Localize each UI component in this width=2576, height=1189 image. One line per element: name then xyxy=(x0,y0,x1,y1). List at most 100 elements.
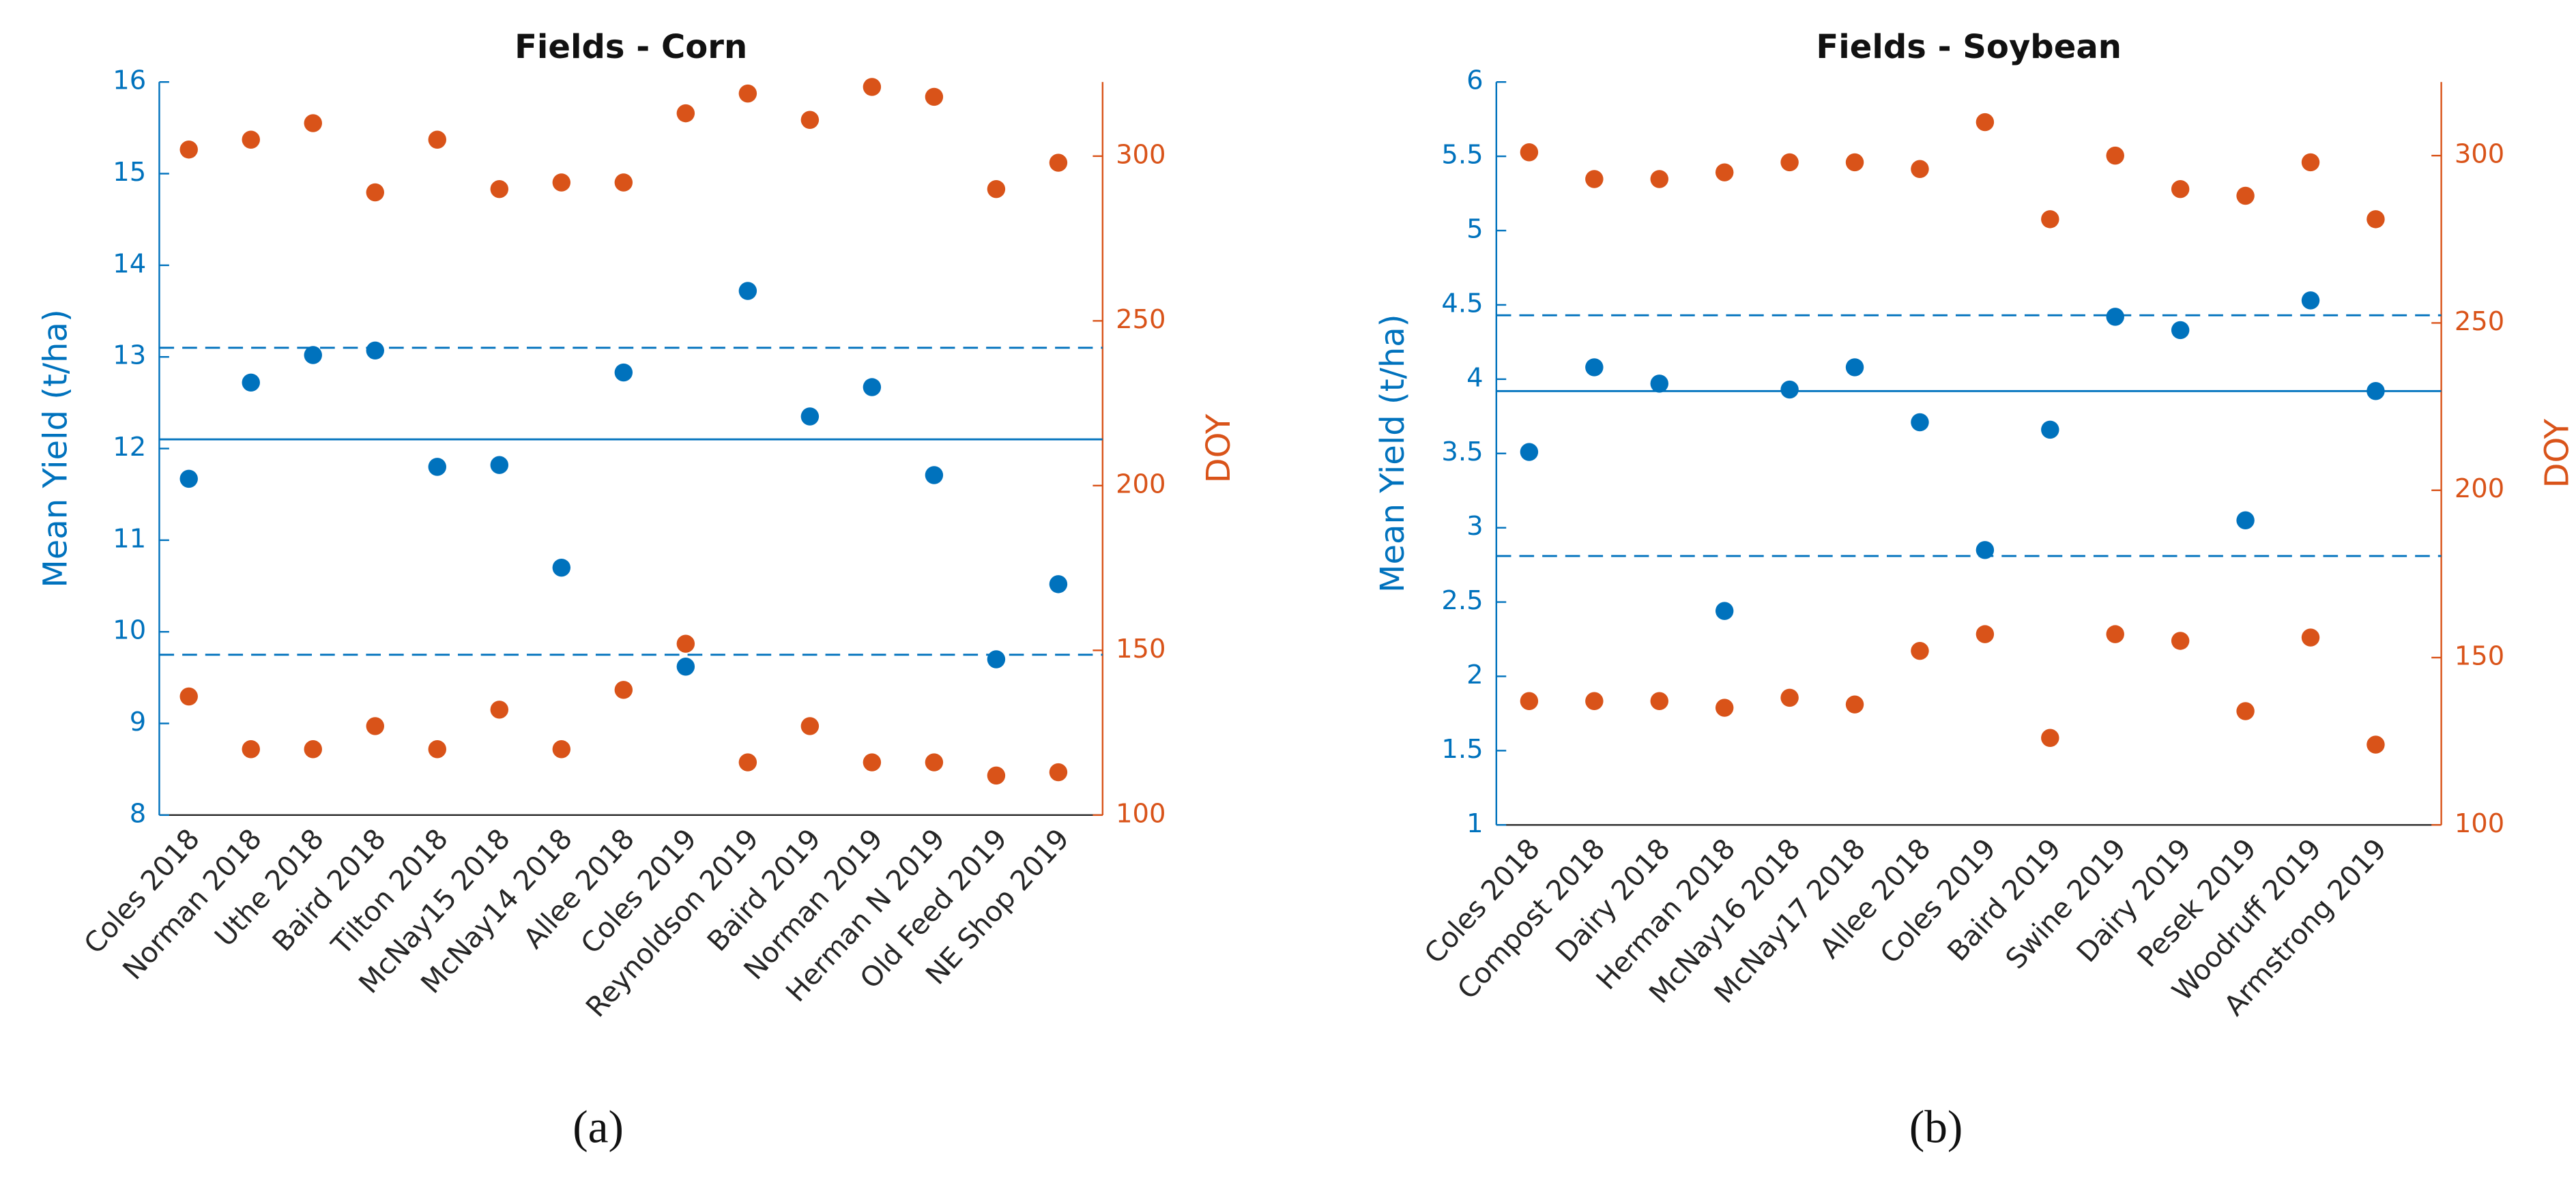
data-point xyxy=(2041,729,2059,747)
data-point xyxy=(366,341,384,360)
data-point xyxy=(2301,153,2320,172)
data-point xyxy=(925,753,944,772)
data-point xyxy=(428,740,447,759)
data-point xyxy=(738,282,757,300)
y2-tick-label: 150 xyxy=(1116,634,1166,664)
data-point xyxy=(242,130,260,149)
data-point xyxy=(1715,163,1734,181)
data-point xyxy=(2367,735,2385,754)
y2-tick-label: 100 xyxy=(1116,798,1166,829)
data-point xyxy=(2301,291,2320,310)
data-point xyxy=(2171,321,2190,340)
data-point xyxy=(1780,688,1799,707)
data-point xyxy=(1520,143,1539,162)
y-tick-label: 13 xyxy=(113,340,146,371)
y-tick-label: 2 xyxy=(1466,660,1483,690)
data-point xyxy=(428,458,447,476)
data-point xyxy=(179,469,198,488)
y-tick-label: 2.5 xyxy=(1441,585,1483,616)
data-point xyxy=(863,753,882,772)
y2-tick-label: 250 xyxy=(2455,306,2504,337)
data-point xyxy=(1780,153,1799,172)
data-point xyxy=(800,111,820,129)
caption: (b) xyxy=(1909,1101,1963,1152)
y2-tick-label: 300 xyxy=(2455,139,2504,170)
data-point xyxy=(925,87,944,106)
data-point xyxy=(800,717,820,735)
data-point xyxy=(1715,699,1734,717)
data-point xyxy=(1911,413,1929,432)
data-point xyxy=(242,373,260,392)
y-tick-label: 5.5 xyxy=(1441,140,1483,171)
data-point xyxy=(800,407,820,426)
data-point xyxy=(1715,602,1734,620)
y-tick-label: 4.5 xyxy=(1441,288,1483,319)
data-point xyxy=(304,740,322,759)
y-tick-label: 15 xyxy=(113,157,146,188)
data-point xyxy=(304,346,322,364)
data-point xyxy=(676,634,695,653)
y-tick-label: 3.5 xyxy=(1441,437,1483,467)
data-point xyxy=(2367,382,2385,400)
data-point xyxy=(1585,358,1604,377)
data-point xyxy=(1650,170,1668,188)
data-point xyxy=(676,658,695,676)
data-point xyxy=(1520,692,1539,710)
data-point xyxy=(614,363,633,382)
data-point xyxy=(490,456,509,474)
data-point xyxy=(987,179,1006,199)
chart-title: Fields - Soybean xyxy=(1816,28,2122,66)
data-point xyxy=(2041,420,2059,439)
data-point xyxy=(2041,210,2059,229)
data-point xyxy=(366,717,384,735)
data-point xyxy=(1650,375,1668,393)
y-axis-label: Mean Yield (t/ha) xyxy=(36,309,74,588)
data-point xyxy=(552,558,571,577)
data-point xyxy=(2236,702,2255,720)
data-point xyxy=(552,740,571,759)
data-point xyxy=(987,650,1006,669)
data-point xyxy=(2106,625,2124,643)
chart-title: Fields - Corn xyxy=(515,28,747,66)
data-point xyxy=(2236,186,2255,205)
data-point xyxy=(1585,692,1604,710)
data-point xyxy=(2106,146,2124,165)
y2-tick-label: 200 xyxy=(1116,469,1166,499)
data-point xyxy=(2236,511,2255,529)
y-tick-label: 14 xyxy=(113,248,146,279)
data-point xyxy=(1845,153,1864,172)
data-point xyxy=(1049,153,1068,172)
y-tick-label: 1 xyxy=(1466,808,1483,839)
data-point xyxy=(1585,170,1604,188)
data-point xyxy=(1520,443,1539,461)
y-axis-label: Mean Yield (t/ha) xyxy=(1374,314,1412,593)
data-point xyxy=(614,173,633,192)
data-point xyxy=(863,378,882,396)
data-point xyxy=(1845,695,1864,714)
y2-tick-label: 100 xyxy=(2455,808,2504,839)
data-point xyxy=(490,179,509,199)
data-point xyxy=(1780,380,1799,399)
data-point xyxy=(1911,160,1929,178)
y-tick-label: 10 xyxy=(113,615,146,646)
data-point xyxy=(1976,113,1995,132)
data-point xyxy=(1049,575,1068,593)
y-tick-label: 16 xyxy=(113,65,146,96)
data-point xyxy=(2367,210,2385,229)
y-tick-label: 3 xyxy=(1466,511,1483,542)
data-point xyxy=(366,183,384,202)
y2-tick-label: 300 xyxy=(1116,139,1166,170)
data-point xyxy=(925,466,944,484)
data-point xyxy=(1049,763,1068,782)
y2-tick-label: 150 xyxy=(2455,641,2504,671)
y-tick-label: 6 xyxy=(1466,65,1483,96)
data-point xyxy=(738,84,757,103)
data-point xyxy=(428,130,447,149)
data-point xyxy=(179,687,198,706)
y-tick-label: 8 xyxy=(130,798,146,829)
data-point xyxy=(614,681,633,699)
y2-tick-label: 200 xyxy=(2455,473,2504,504)
y-tick-label: 11 xyxy=(113,523,146,554)
